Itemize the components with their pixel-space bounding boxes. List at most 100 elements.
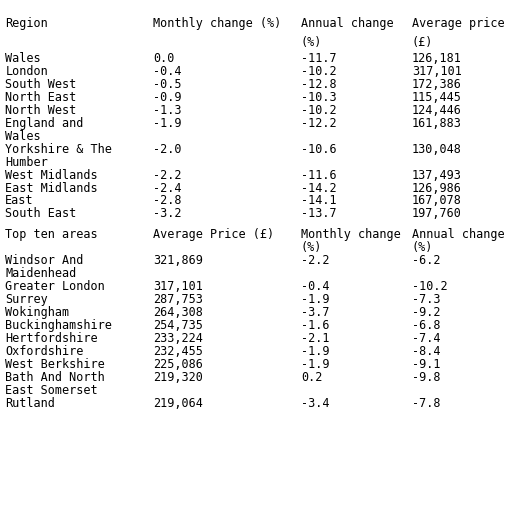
Text: 254,735: 254,735 xyxy=(153,319,203,332)
Text: 115,445: 115,445 xyxy=(412,91,461,104)
Text: -14.1: -14.1 xyxy=(301,195,336,207)
Text: -10.3: -10.3 xyxy=(301,91,336,104)
Text: North West: North West xyxy=(5,104,77,117)
Text: -2.4: -2.4 xyxy=(153,181,182,195)
Text: -10.6: -10.6 xyxy=(301,143,336,156)
Text: 0.2: 0.2 xyxy=(301,371,322,384)
Text: 126,986: 126,986 xyxy=(412,181,461,195)
Text: -2.2: -2.2 xyxy=(153,169,182,181)
Text: -8.4: -8.4 xyxy=(412,345,440,358)
Text: -12.8: -12.8 xyxy=(301,78,336,91)
Text: Rutland: Rutland xyxy=(5,397,55,409)
Text: 137,493: 137,493 xyxy=(412,169,461,181)
Text: 197,760: 197,760 xyxy=(412,207,461,221)
Text: London: London xyxy=(5,65,48,78)
Text: East: East xyxy=(5,195,34,207)
Text: (£): (£) xyxy=(412,37,433,49)
Text: Buckinghamshire: Buckinghamshire xyxy=(5,319,112,332)
Text: Windsor And: Windsor And xyxy=(5,254,83,267)
Text: 225,086: 225,086 xyxy=(153,358,203,371)
Text: -9.2: -9.2 xyxy=(412,306,440,319)
Text: (%): (%) xyxy=(412,241,433,254)
Text: Oxfordshire: Oxfordshire xyxy=(5,345,83,358)
Text: -11.6: -11.6 xyxy=(301,169,336,181)
Text: 317,101: 317,101 xyxy=(412,65,461,78)
Text: -7.3: -7.3 xyxy=(412,293,440,306)
Text: North East: North East xyxy=(5,91,77,104)
Text: 232,455: 232,455 xyxy=(153,345,203,358)
Text: Wales: Wales xyxy=(5,130,41,143)
Text: -7.8: -7.8 xyxy=(412,397,440,409)
Text: -0.4: -0.4 xyxy=(301,280,329,293)
Text: 124,446: 124,446 xyxy=(412,104,461,117)
Text: -11.7: -11.7 xyxy=(301,52,336,65)
Text: -2.8: -2.8 xyxy=(153,195,182,207)
Text: Maidenhead: Maidenhead xyxy=(5,267,77,280)
Text: West Berkshire: West Berkshire xyxy=(5,358,105,371)
Text: South East: South East xyxy=(5,207,77,221)
Text: Annual change: Annual change xyxy=(412,228,504,241)
Text: 167,078: 167,078 xyxy=(412,195,461,207)
Text: -7.4: -7.4 xyxy=(412,332,440,345)
Text: -10.2: -10.2 xyxy=(412,280,447,293)
Text: -2.1: -2.1 xyxy=(301,332,329,345)
Text: South West: South West xyxy=(5,78,77,91)
Text: 264,308: 264,308 xyxy=(153,306,203,319)
Text: -0.9: -0.9 xyxy=(153,91,182,104)
Text: -10.2: -10.2 xyxy=(301,104,336,117)
Text: England and: England and xyxy=(5,117,83,130)
Text: -12.2: -12.2 xyxy=(301,117,336,130)
Text: -2.2: -2.2 xyxy=(301,254,329,267)
Text: -1.9: -1.9 xyxy=(301,345,329,358)
Text: Annual change: Annual change xyxy=(301,17,393,30)
Text: -9.1: -9.1 xyxy=(412,358,440,371)
Text: -1.9: -1.9 xyxy=(153,117,182,130)
Text: 161,883: 161,883 xyxy=(412,117,461,130)
Text: -2.0: -2.0 xyxy=(153,143,182,156)
Text: 219,064: 219,064 xyxy=(153,397,203,409)
Text: Wales: Wales xyxy=(5,52,41,65)
Text: 321,869: 321,869 xyxy=(153,254,203,267)
Text: -1.9: -1.9 xyxy=(301,358,329,371)
Text: East Midlands: East Midlands xyxy=(5,181,98,195)
Text: 219,320: 219,320 xyxy=(153,371,203,384)
Text: 172,386: 172,386 xyxy=(412,78,461,91)
Text: Bath And North: Bath And North xyxy=(5,371,105,384)
Text: Yorkshire & The: Yorkshire & The xyxy=(5,143,112,156)
Text: -6.2: -6.2 xyxy=(412,254,440,267)
Text: Average price: Average price xyxy=(412,17,504,30)
Text: -0.4: -0.4 xyxy=(153,65,182,78)
Text: Hertfordshire: Hertfordshire xyxy=(5,332,98,345)
Text: 130,048: 130,048 xyxy=(412,143,461,156)
Text: Monthly change (%): Monthly change (%) xyxy=(153,17,281,30)
Text: Wokingham: Wokingham xyxy=(5,306,69,319)
Text: 233,224: 233,224 xyxy=(153,332,203,345)
Text: Monthly change: Monthly change xyxy=(301,228,401,241)
Text: -14.2: -14.2 xyxy=(301,181,336,195)
Text: 126,181: 126,181 xyxy=(412,52,461,65)
Text: East Somerset: East Somerset xyxy=(5,384,98,397)
Text: -1.6: -1.6 xyxy=(301,319,329,332)
Text: 287,753: 287,753 xyxy=(153,293,203,306)
Text: -13.7: -13.7 xyxy=(301,207,336,221)
Text: West Midlands: West Midlands xyxy=(5,169,98,181)
Text: Surrey: Surrey xyxy=(5,293,48,306)
Text: -0.5: -0.5 xyxy=(153,78,182,91)
Text: 0.0: 0.0 xyxy=(153,52,174,65)
Text: Top ten areas: Top ten areas xyxy=(5,228,98,241)
Text: -10.2: -10.2 xyxy=(301,65,336,78)
Text: 317,101: 317,101 xyxy=(153,280,203,293)
Text: -9.8: -9.8 xyxy=(412,371,440,384)
Text: -3.7: -3.7 xyxy=(301,306,329,319)
Text: (%): (%) xyxy=(301,37,322,49)
Text: Greater London: Greater London xyxy=(5,280,105,293)
Text: (%): (%) xyxy=(301,241,322,254)
Text: Average Price (£): Average Price (£) xyxy=(153,228,274,241)
Text: -3.2: -3.2 xyxy=(153,207,182,221)
Text: -1.3: -1.3 xyxy=(153,104,182,117)
Text: Region: Region xyxy=(5,17,48,30)
Text: -6.8: -6.8 xyxy=(412,319,440,332)
Text: -1.9: -1.9 xyxy=(301,293,329,306)
Text: -3.4: -3.4 xyxy=(301,397,329,409)
Text: Humber: Humber xyxy=(5,156,48,169)
